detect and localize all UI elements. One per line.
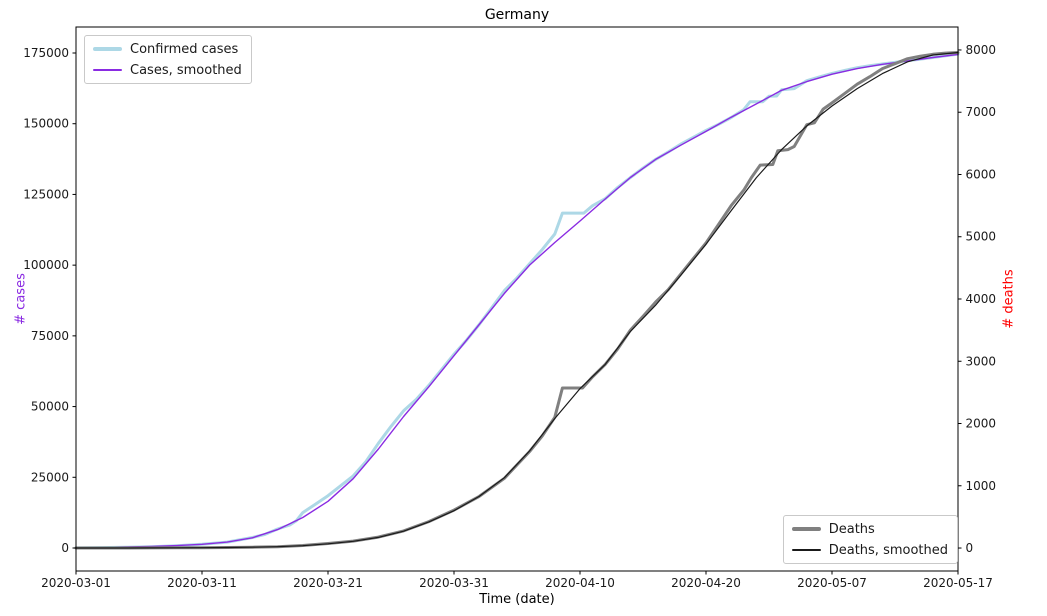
legend-label: Cases, smoothed (130, 62, 242, 78)
legend-item-deaths: Deaths (791, 521, 948, 537)
legend-label: Confirmed cases (130, 41, 239, 57)
legend-deaths: Deaths Deaths, smoothed (782, 515, 958, 564)
x-tick-label: 2020-03-01 (41, 576, 111, 590)
x-tick-label: 2020-05-17 (923, 576, 993, 590)
y-right-tick-label: 1000 (966, 479, 997, 493)
y-right-tick-label: 0 (966, 541, 974, 555)
series-confirmed-cases (74, 52, 960, 550)
y-right-tick-label: 7000 (966, 105, 997, 119)
legend-label: Deaths (828, 521, 875, 537)
x-axis-label: Time (date) (479, 592, 555, 607)
y-left-tick-label: 150000 (23, 117, 69, 131)
y-right-tick-label: 2000 (966, 417, 997, 431)
y-left-tick-label: 50000 (31, 400, 69, 414)
x-tick-label: 2020-04-20 (671, 576, 741, 590)
y-left-tick-label: 175000 (23, 46, 69, 60)
y-axis-label-cases: # cases (13, 273, 29, 325)
legend-item-deaths-smoothed: Deaths, smoothed (791, 542, 948, 558)
x-tick-label: 2020-05-07 (797, 576, 867, 590)
y-right-tick-label: 3000 (966, 354, 997, 368)
series-cases-smoothed (75, 53, 959, 549)
x-tick-label: 2020-03-21 (293, 576, 363, 590)
cases-smoothed-line-sample (93, 69, 122, 71)
y-left-tick-label: 125000 (23, 187, 69, 201)
confirmed-cases-line-sample (93, 47, 122, 51)
legend-cases: Confirmed cases Cases, smoothed (84, 35, 252, 84)
deaths-line-sample (791, 527, 821, 531)
y-left-tick-label: 100000 (23, 258, 69, 272)
y-axis-label-deaths: # deaths (1001, 269, 1017, 329)
y-right-tick-label: 4000 (966, 292, 997, 306)
x-tick-label: 2020-04-10 (545, 576, 615, 590)
legend-item-cases-smoothed: Cases, smoothed (93, 62, 242, 78)
y-left-tick-label: 0 (61, 541, 69, 555)
y-left-tick-label: 25000 (31, 470, 69, 484)
series-deaths (74, 51, 960, 550)
legend-label: Deaths, smoothed (828, 542, 948, 558)
x-tick-label: 2020-03-31 (419, 576, 489, 590)
y-left-tick-label: 75000 (31, 329, 69, 343)
y-right-tick-label: 8000 (966, 43, 997, 57)
series-deaths-smoothed (75, 51, 959, 549)
legend-item-confirmed-cases: Confirmed cases (93, 41, 242, 57)
y-right-tick-label: 6000 (966, 167, 997, 181)
deaths-smoothed-line-sample (791, 549, 821, 551)
y-right-tick-label: 5000 (966, 230, 997, 244)
chart-title: Germany (484, 7, 550, 23)
x-tick-label: 2020-03-11 (167, 576, 237, 590)
